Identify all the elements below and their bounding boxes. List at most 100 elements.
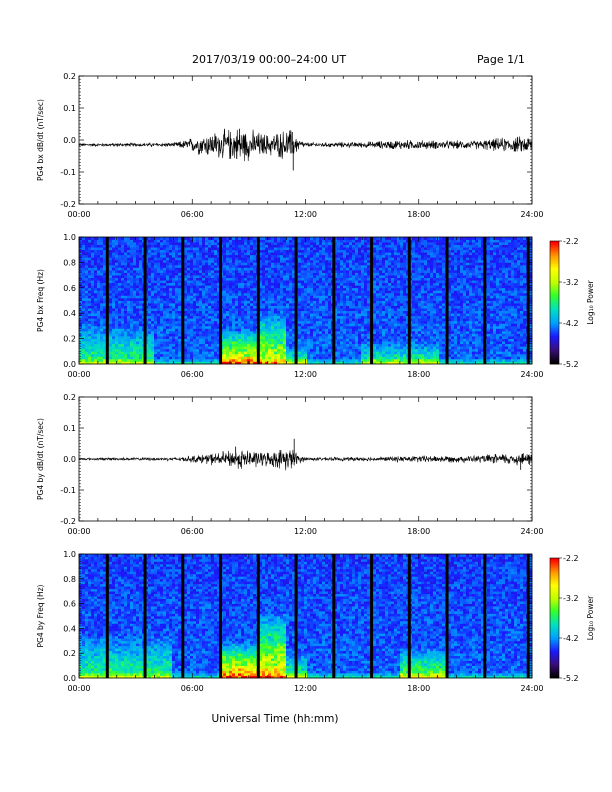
heatmap-cell [310,351,314,355]
heatmap-cell [160,280,164,284]
heatmap-cell [184,277,188,281]
heatmap-cell [304,356,308,360]
heatmap-cell [262,346,266,350]
heatmap-cell [217,259,221,263]
heatmap-cell [211,348,215,352]
heatmap-cell [97,328,101,332]
heatmap-cell [343,310,347,314]
heatmap-cell [364,282,368,286]
heatmap-cell [352,252,356,256]
heatmap-cell [304,262,308,266]
heatmap-cell [139,323,143,327]
heatmap-cell [124,308,128,312]
heatmap-cell [112,351,116,355]
heatmap-cell [133,242,137,245]
heatmap-cell [103,282,107,286]
heatmap-cell [196,267,200,271]
heatmap-cell [109,242,113,245]
heatmap-cell [259,290,263,294]
heatmap-cell [238,252,242,256]
heatmap-cell [133,325,137,329]
heatmap-cell [298,239,302,243]
heatmap-cell [274,267,278,271]
heatmap-cell [118,264,122,268]
heatmap-cell [172,313,176,317]
heatmap-cell [160,262,164,266]
heatmap-cell [241,282,245,286]
heatmap-cell [235,280,239,284]
heatmap-cell [133,358,137,362]
heatmap-cell [289,277,293,281]
heatmap-cell [259,247,263,251]
heatmap-cell [229,247,233,251]
heatmap-cell [223,295,227,299]
heatmap-cell [289,285,293,289]
heatmap-cell [121,353,125,357]
heatmap-cell [100,310,104,314]
heatmap-cell [358,267,362,271]
heatmap-cell [355,259,359,263]
heatmap-cell [352,310,356,314]
heatmap-cell [283,252,287,256]
heatmap-cell [325,275,329,278]
heatmap-cell [271,305,275,309]
heatmap-cell [163,239,167,243]
heatmap-cell [103,358,107,362]
heatmap-cell [259,338,263,342]
heatmap-cell [310,254,314,258]
heatmap-cell [85,300,89,304]
heatmap-cell [184,259,188,263]
heatmap-cell [109,341,113,345]
heatmap-cell [82,257,86,261]
heatmap-cell [361,338,365,342]
heatmap-cell [283,351,287,355]
heatmap-cell [250,239,254,243]
heatmap-cell [166,249,170,253]
heatmap-cell [286,280,290,284]
heatmap-cell [244,341,248,345]
heatmap-cell [91,239,95,243]
heatmap-cell [151,297,155,301]
heatmap-cell [196,249,200,253]
heatmap-cell [319,300,323,304]
heatmap-cell [247,351,251,355]
heatmap-cell [313,318,317,322]
heatmap-cell [223,325,227,329]
heatmap-cell [160,308,164,312]
heatmap-cell [349,275,353,278]
heatmap-cell [193,247,197,251]
heatmap-cell [319,285,323,289]
heatmap-cell [130,249,134,253]
heatmap-cell [292,254,296,258]
heatmap-cell [190,267,194,271]
heatmap-cell [307,300,311,304]
heatmap-cell [166,295,170,299]
heatmap-cell [364,353,368,357]
heatmap-cell [166,264,170,268]
heatmap-cell [334,262,338,266]
heatmap-cell [352,348,356,352]
heatmap-cell [79,280,83,284]
heatmap-cell [325,336,329,339]
heatmap-cell [175,262,179,266]
heatmap-cell [124,242,128,245]
heatmap-cell [85,239,89,243]
heatmap-cell [85,280,89,284]
heatmap-cell [205,341,209,345]
heatmap-cell [247,318,251,322]
heatmap-cell [178,262,182,266]
heatmap-cell [337,305,341,309]
heatmap-cell [199,267,203,271]
heatmap-cell [205,259,209,263]
heatmap-cell [250,351,254,355]
heatmap-cell [88,328,92,332]
heatmap-cell [262,300,266,304]
heatmap-cell [202,254,206,258]
heatmap-cell [346,323,350,327]
heatmap-cell [193,330,197,334]
heatmap-cell [316,336,320,339]
heatmap-cell [205,295,209,299]
heatmap-cell [157,290,161,294]
heatmap-cell [88,348,92,352]
heatmap-cell [202,290,206,294]
